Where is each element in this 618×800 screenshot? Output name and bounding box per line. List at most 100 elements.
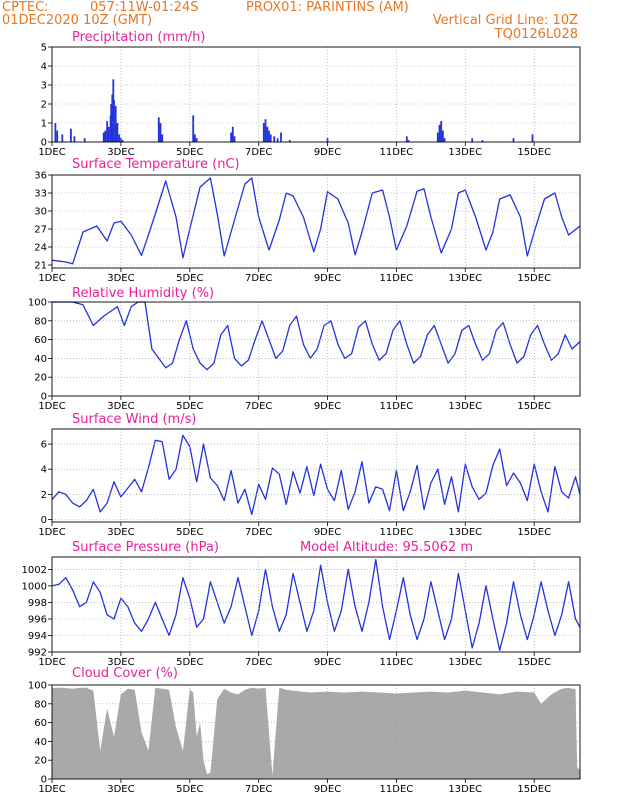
precip-bar <box>73 136 76 142</box>
y-tick-label: 27 <box>34 225 47 236</box>
precip-bar <box>194 134 196 142</box>
x-tick-label: 11DEC <box>380 657 414 668</box>
precip-bar <box>157 117 160 142</box>
x-tick-label: 15DEC <box>517 527 551 538</box>
panel-title-precipitation: Precipitation (mm/h) <box>72 30 205 45</box>
precip-bar <box>113 100 115 142</box>
temperature-panel: Surface Temperature (nC) 21 24 27 30 33 36 1DE… <box>34 157 581 284</box>
humidity-panel: Relative Humidity (%) 0 20 40 60 80 100 1DEC 3D… <box>28 286 581 412</box>
y-tick-label: 2 <box>41 490 47 501</box>
x-tick-label: 13DEC <box>448 527 482 538</box>
x-tick-label: 1DEC <box>38 273 65 284</box>
x-tick-label: 3DEC <box>107 401 134 412</box>
x-tick-label: 3DEC <box>107 784 134 795</box>
x-tick-label: 3DEC <box>107 527 134 538</box>
y-tick-label: 80 <box>34 699 47 710</box>
x-tick-label: 5DEC <box>176 401 203 412</box>
x-tick-label: 11DEC <box>380 784 414 795</box>
pressure-panel: Surface Pressure (hPa) Model Altitude: 9… <box>22 540 581 668</box>
precip-bar <box>231 126 234 142</box>
precip-bar <box>280 132 282 142</box>
x-tick-label: 15DEC <box>517 784 551 795</box>
precip-bar <box>56 130 59 142</box>
precipitation-panel: Precipitation (mm/h) 0 1 2 3 4 5 1DEC 3DEC 5DEC 7… <box>38 30 581 158</box>
y-tick-label: 1002 <box>22 565 47 576</box>
y-tick-label: 994 <box>28 631 47 642</box>
y-tick-label: 992 <box>28 648 47 659</box>
x-tick-label: 5DEC <box>176 657 203 668</box>
y-tick-label: 1000 <box>22 581 47 592</box>
precip-bar <box>70 128 72 142</box>
x-tick-label: 11DEC <box>380 273 414 284</box>
precip-bar <box>61 134 64 142</box>
y-tick-label: 40 <box>34 354 47 365</box>
panel-title-humidity: Relative Humidity (%) <box>72 286 214 301</box>
y-tick-label: 30 <box>34 207 47 218</box>
precip-bar <box>273 136 276 142</box>
y-tick-label: 24 <box>34 243 47 254</box>
y-tick-label: 36 <box>34 171 47 182</box>
y-tick-label: 40 <box>34 737 47 748</box>
y-tick-label: 4 <box>41 62 47 73</box>
x-tick-label: 15DEC <box>517 401 551 412</box>
y-tick-label: 998 <box>28 598 47 609</box>
header-code: TQ0126L028 <box>494 27 578 42</box>
x-tick-label: 7DEC <box>245 657 272 668</box>
precip-bar <box>512 138 515 142</box>
precip-bar <box>471 138 474 142</box>
x-tick-label: 13DEC <box>448 657 482 668</box>
x-tick-label: 13DEC <box>448 147 482 158</box>
precip-bar <box>161 134 164 142</box>
x-tick-label: 5DEC <box>176 527 203 538</box>
y-tick-label: 80 <box>34 316 47 327</box>
y-tick-label: 4 <box>41 465 47 476</box>
precip-bar <box>405 136 408 142</box>
precip-bar <box>107 126 110 142</box>
y-tick-label: 20 <box>34 756 47 767</box>
panel-title-pressure: Surface Pressure (hPa) <box>72 540 219 555</box>
y-tick-label: 5 <box>41 43 47 54</box>
y-tick-label: 100 <box>28 681 47 692</box>
series-line <box>51 177 581 265</box>
header-source: CPTEC: <box>2 0 49 15</box>
precip-bar <box>436 132 439 142</box>
y-tick-label: 6 <box>41 440 47 451</box>
x-tick-label: 7DEC <box>245 784 272 795</box>
x-tick-label: 11DEC <box>380 401 414 412</box>
precip-bar <box>276 138 279 142</box>
x-tick-label: 9DEC <box>314 657 341 668</box>
panel-frame <box>51 174 581 269</box>
y-tick-label: 0 <box>41 515 47 526</box>
x-tick-label: 5DEC <box>176 784 203 795</box>
panel-frame <box>51 301 581 397</box>
y-tick-label: 2 <box>41 100 47 111</box>
panel-title-temperature: Surface Temperature (nC) <box>72 157 240 172</box>
x-tick-label: 1DEC <box>38 527 65 538</box>
precip-bar <box>111 94 114 142</box>
x-tick-label: 9DEC <box>314 527 341 538</box>
x-tick-label: 9DEC <box>314 784 341 795</box>
x-tick-label: 3DEC <box>107 657 134 668</box>
precip-bar <box>531 134 534 142</box>
precip-bar <box>121 140 124 142</box>
precip-bar <box>407 140 410 142</box>
header-init-time: 01DEC2020 10Z (GMT) <box>2 13 152 28</box>
y-tick-label: 33 <box>34 189 47 200</box>
precip-bar <box>230 132 232 142</box>
precip-bar <box>102 132 105 142</box>
x-tick-label: 5DEC <box>176 147 203 158</box>
precip-bar <box>262 123 265 142</box>
x-tick-label: 1DEC <box>38 657 65 668</box>
y-tick-label: 0 <box>41 775 47 786</box>
precip-bar <box>159 123 162 142</box>
x-tick-label: 11DEC <box>380 527 414 538</box>
y-tick-label: 20 <box>34 373 47 384</box>
header-location: 057:11W-01:24S <box>90 0 198 15</box>
y-tick-label: 0 <box>41 138 47 149</box>
precip-bar <box>104 130 107 142</box>
header-grid-note: Vertical Grid Line: 10Z <box>433 13 578 28</box>
precip-bar <box>264 119 267 142</box>
panel-frame <box>51 428 581 523</box>
x-tick-label: 9DEC <box>314 273 341 284</box>
precip-bar <box>288 140 291 142</box>
